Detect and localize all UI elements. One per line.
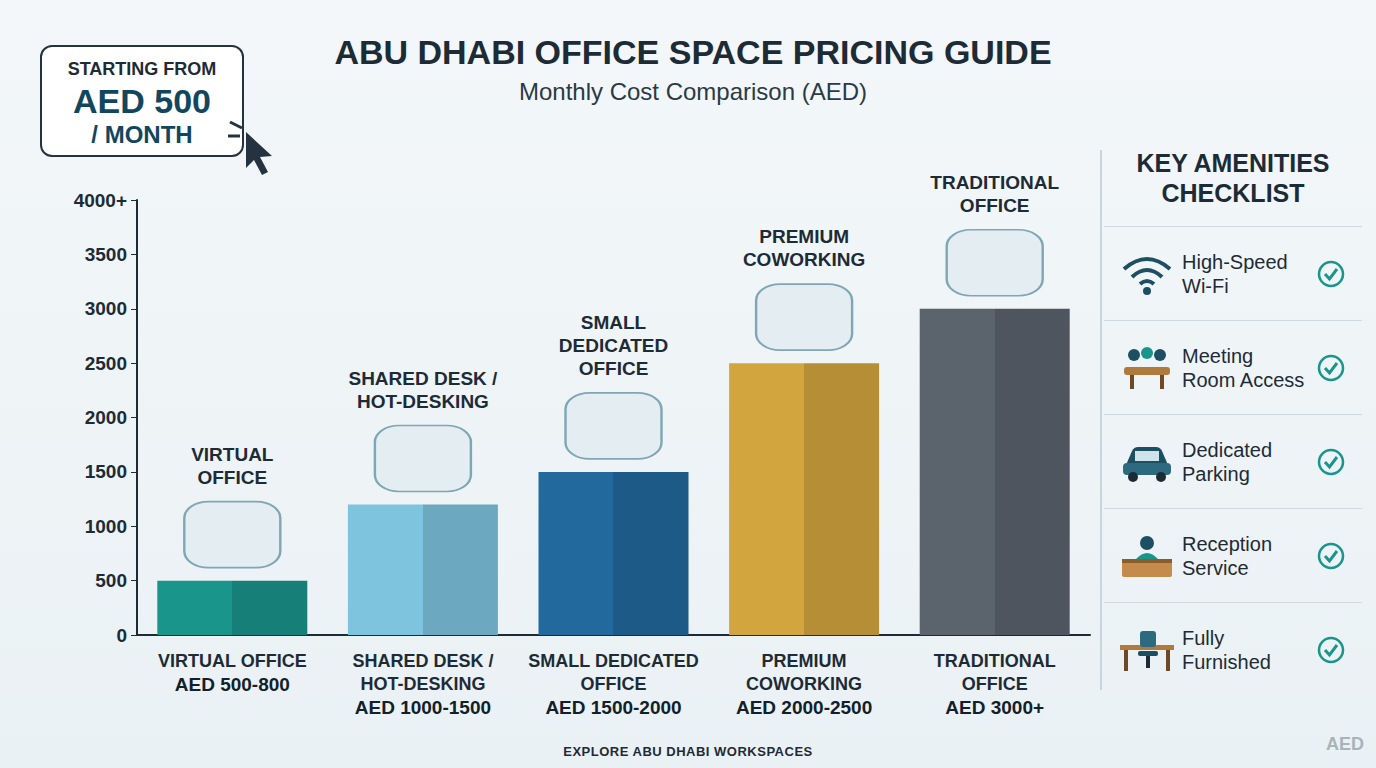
svg-text:AED 2000-2500: AED 2000-2500 [736,697,872,718]
svg-text:SHARED DESK /: SHARED DESK / [348,368,498,389]
html-text:Fully Furnished: Fully Furnished [1182,626,1271,673]
svg-text:SMALL: SMALL [581,312,647,333]
svg-text:SHARED DESK /: SHARED DESK / [352,651,493,671]
html-text:EXPLORE ABU DHABI WORKSPACES: EXPLORE ABU DHABI WORKSPACES [563,744,813,759]
svg-text:PREMIUM: PREMIUM [759,226,849,247]
svg-text:AED 3000+: AED 3000+ [945,697,1044,718]
svg-text:SMALL DEDICATED: SMALL DEDICATED [528,651,698,671]
html-text:KEY AMENITIES CHECKLIST: KEY AMENITIES CHECKLIST [1136,149,1330,207]
svg-text:PREMIUM: PREMIUM [762,651,847,671]
svg-text:COWORKING: COWORKING [743,249,865,270]
svg-text:3500: 3500 [85,244,127,265]
svg-text:4000+: 4000+ [74,190,127,211]
html-text:/ MONTH: / MONTH [91,121,193,148]
svg-text:OFFICE: OFFICE [962,674,1028,694]
svg-text:Monthly Cost Comparison (AED): Monthly Cost Comparison (AED) [519,78,867,105]
html-text:Meeting Room Access: Meeting Room Access [1182,344,1305,391]
svg-text:1500: 1500 [85,461,127,482]
svg-text:COWORKING: COWORKING [746,674,862,694]
svg-text:HOT-DESKING: HOT-DESKING [360,674,485,694]
svg-text:AED 500-800: AED 500-800 [175,674,290,695]
svg-text:HOT-DESKING: HOT-DESKING [357,391,489,412]
svg-text:2500: 2500 [85,353,127,374]
svg-text:TRADITIONAL: TRADITIONAL [934,651,1056,671]
html-text:Reception Service: Reception Service [1182,532,1273,579]
html-text:High-Speed Wi-Fi: High-Speed Wi-Fi [1182,250,1288,297]
svg-text:1000: 1000 [85,516,127,537]
svg-text:OFFICE: OFFICE [579,358,649,379]
html-text:AED: AED [1326,734,1364,754]
svg-text:3000: 3000 [85,298,127,319]
svg-text:AED 1000-1500: AED 1000-1500 [355,697,491,718]
svg-text:ABU DHABI OFFICE SPACE PRICING: ABU DHABI OFFICE SPACE PRICING GUIDE [334,33,1051,71]
svg-text:VIRTUAL: VIRTUAL [191,444,274,465]
svg-text:DEDICATED: DEDICATED [559,335,668,356]
html-text:Dedicated Parking: Dedicated Parking [1182,438,1273,485]
html-text:AED 500: AED 500 [73,82,211,120]
svg-text:0: 0 [116,625,127,646]
svg-text:OFFICE: OFFICE [960,195,1030,216]
svg-text:2000: 2000 [85,407,127,428]
svg-text:AED 1500-2000: AED 1500-2000 [545,697,681,718]
svg-text:OFFICE: OFFICE [197,467,267,488]
svg-text:VIRTUAL OFFICE: VIRTUAL OFFICE [158,651,307,671]
svg-text:OFFICE: OFFICE [581,674,647,694]
svg-text:500: 500 [95,570,127,591]
html-text:STARTING FROM: STARTING FROM [67,59,217,79]
svg-text:TRADITIONAL: TRADITIONAL [930,172,1059,193]
